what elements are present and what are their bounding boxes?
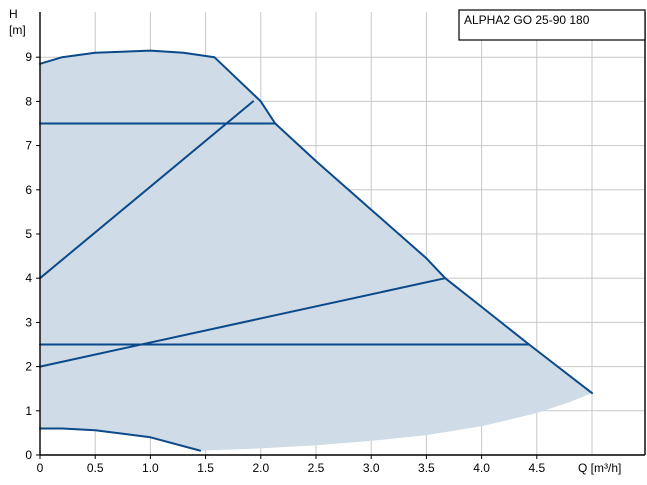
y-tick-label: 4 bbox=[25, 271, 32, 285]
x-tick-label: 2.5 bbox=[308, 461, 325, 475]
x-tick-label: 3.5 bbox=[418, 461, 435, 475]
x-axis-label: Q [m³/h] bbox=[578, 461, 621, 475]
operating-range-area bbox=[40, 50, 592, 451]
y-axis-unit: [m] bbox=[9, 23, 26, 37]
x-tick-label: 0.5 bbox=[87, 461, 104, 475]
y-tick-label: 7 bbox=[25, 139, 32, 153]
ticks: 0 0.5 1.0 1.5 2.0 2.5 3.0 3.5 4.0 4.5 0 1 2 3 4 5 6 7 8 9 bbox=[25, 50, 545, 475]
y-tick-label: 3 bbox=[25, 315, 32, 329]
y-tick-label: 8 bbox=[25, 94, 32, 108]
y-tick-label: 1 bbox=[25, 404, 32, 418]
y-tick-label: 5 bbox=[25, 227, 32, 241]
area-fill bbox=[40, 50, 592, 451]
title-box: ALPHA2 GO 25-90 180 bbox=[458, 9, 646, 41]
x-tick-label: 4.0 bbox=[473, 461, 490, 475]
curve-4 bbox=[39, 277, 447, 368]
series-group bbox=[39, 49, 593, 452]
y-axis-label: H bbox=[9, 7, 18, 21]
curve-6 bbox=[39, 427, 202, 452]
y-tick-label: 2 bbox=[25, 360, 32, 374]
x-tick-label: 3.0 bbox=[363, 461, 380, 475]
x-tick-label: 1.5 bbox=[197, 461, 214, 475]
x-tick-label: 4.5 bbox=[528, 461, 545, 475]
y-tick-label: 9 bbox=[25, 50, 32, 64]
x-tick-label: 2.0 bbox=[252, 461, 269, 475]
x-tick-label: 0 bbox=[37, 461, 44, 475]
x-tick-label: 1.0 bbox=[142, 461, 159, 475]
curve-3 bbox=[39, 100, 255, 280]
title-box-frame bbox=[458, 9, 646, 41]
chart-title: ALPHA2 GO 25-90 180 bbox=[464, 13, 590, 27]
y-tick-label: 6 bbox=[25, 183, 32, 197]
y-tick-label: 0 bbox=[25, 448, 32, 462]
